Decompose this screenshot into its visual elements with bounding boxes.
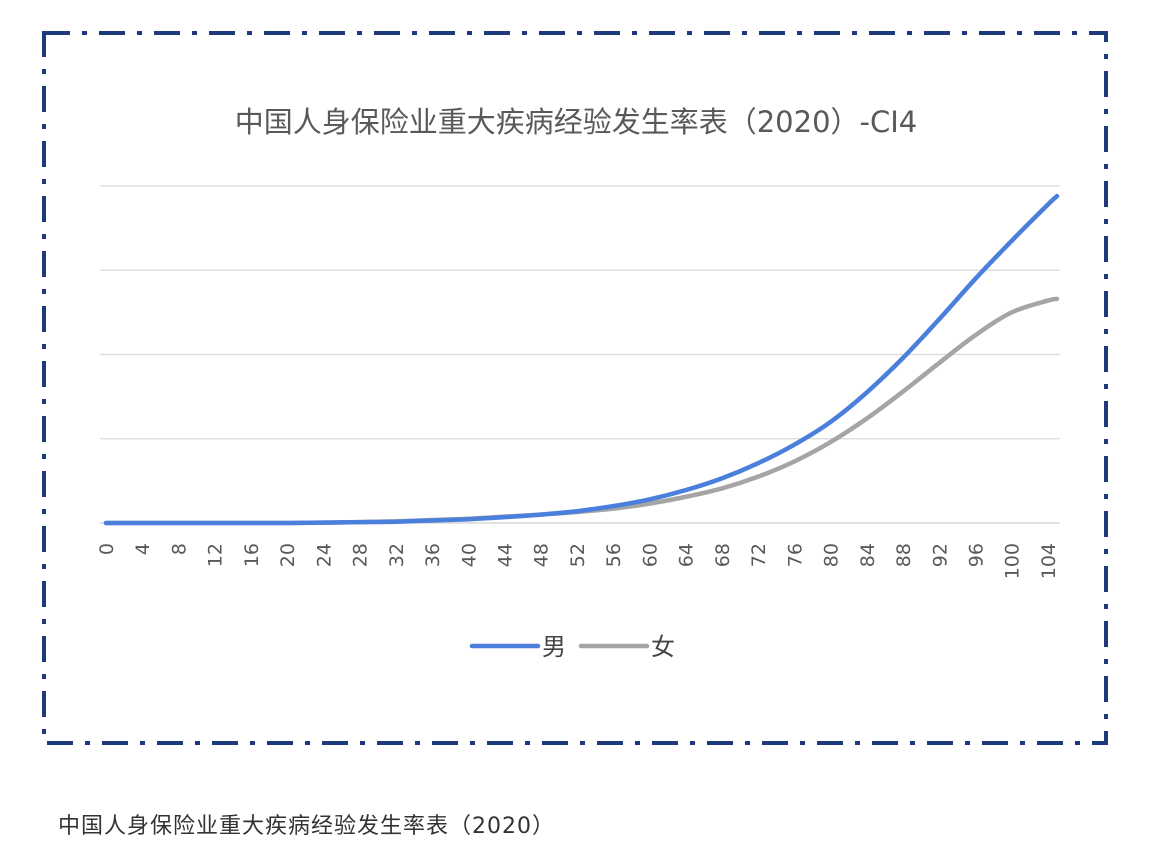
x-tick-label: 32 bbox=[386, 543, 408, 567]
x-tick-label: 64 bbox=[676, 543, 698, 567]
x-tick-label: 52 bbox=[567, 543, 589, 567]
x-tick-label: 12 bbox=[205, 543, 227, 567]
x-tick-label: 60 bbox=[639, 543, 661, 567]
series-lines bbox=[103, 193, 1060, 526]
gridlines bbox=[100, 185, 1060, 524]
x-tick-label: 28 bbox=[350, 543, 372, 567]
x-tick-label: 40 bbox=[458, 543, 480, 567]
x-tick-label: 8 bbox=[168, 543, 190, 555]
x-tick-label: 88 bbox=[893, 543, 915, 567]
series-line-female bbox=[103, 296, 1060, 526]
series-line-male bbox=[103, 193, 1060, 526]
legend-label: 男 bbox=[542, 633, 566, 661]
x-tick-label: 48 bbox=[531, 543, 553, 567]
x-tick-label: 100 bbox=[1002, 543, 1024, 579]
x-tick-label: 96 bbox=[965, 543, 987, 567]
x-tick-label: 76 bbox=[784, 543, 806, 567]
x-axis-tick-labels: 0 4 8 12 16 20 24 28 32 36 40 44 48 52 56 60 64 68 72 76 80 8… bbox=[96, 543, 1060, 579]
x-tick-label: 92 bbox=[929, 543, 951, 567]
x-tick-label: 56 bbox=[603, 543, 625, 567]
x-tick-label: 4 bbox=[132, 543, 154, 555]
chart-title: 中国人身保险业重大疾病经验发生率表（2020）-CI4 bbox=[235, 105, 918, 139]
x-tick-label: 84 bbox=[857, 543, 879, 567]
frame-border bbox=[42, 31, 1108, 745]
x-tick-label: 44 bbox=[495, 543, 517, 567]
legend: 男女 bbox=[469, 633, 675, 661]
x-tick-label: 36 bbox=[422, 543, 444, 567]
x-tick-label: 0 bbox=[96, 543, 118, 555]
figure-caption: 中国人身保险业重大疾病经验发生率表（2020） bbox=[58, 814, 555, 839]
x-tick-label: 104 bbox=[1038, 543, 1060, 579]
x-tick-label: 24 bbox=[313, 543, 335, 567]
x-tick-label: 68 bbox=[712, 543, 734, 567]
x-tick-label: 16 bbox=[241, 543, 263, 567]
x-tick-label: 20 bbox=[277, 543, 299, 567]
legend-label: 女 bbox=[651, 633, 675, 661]
x-tick-label: 72 bbox=[748, 543, 770, 567]
x-tick-label: 80 bbox=[821, 543, 843, 567]
